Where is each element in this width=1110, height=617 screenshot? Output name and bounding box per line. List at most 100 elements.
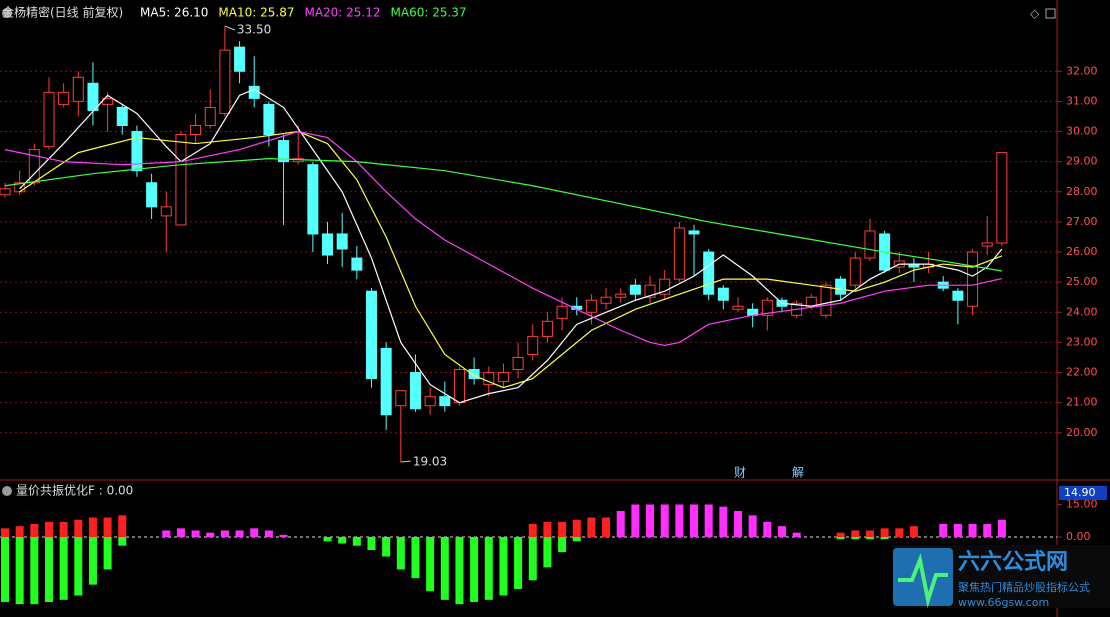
indicator-bar (528, 537, 537, 581)
indicator-bar (74, 519, 83, 537)
indicator-bar (792, 532, 801, 537)
indicator-bar (30, 524, 39, 537)
indicator-bar (59, 537, 68, 600)
indicator-bar (953, 524, 962, 537)
indicator-bar (455, 537, 464, 605)
annotation: 财 (734, 466, 746, 480)
indicator-bar (602, 517, 611, 537)
candle-body (351, 257, 363, 271)
candle-body (703, 251, 715, 295)
candle-body (366, 290, 377, 380)
indicator-bar (616, 511, 625, 537)
candle-body (673, 227, 685, 280)
candle-body (58, 91, 70, 105)
y-tick-label: 30.00 (1066, 125, 1098, 138)
candle-body (336, 233, 348, 250)
indicator-bar (103, 537, 112, 570)
indicator-bar (631, 504, 640, 537)
indicator-bar (88, 517, 97, 537)
menu-icon[interactable] (2, 8, 12, 18)
candle-body (453, 369, 465, 404)
indicator-bar (470, 537, 479, 602)
legend-entry: MA60: 25.37 (391, 6, 467, 20)
indicator-bar (660, 504, 669, 537)
indicator-bar (543, 537, 552, 568)
candle-body (527, 335, 539, 355)
candle-body (234, 46, 246, 72)
indicator-bar (836, 532, 845, 537)
y-tick-label: 0.00 (1066, 530, 1091, 543)
candle-body (483, 372, 495, 386)
y-tick-label: 21.00 (1066, 396, 1098, 409)
candle-body (43, 91, 55, 148)
candle-body (263, 103, 275, 136)
indicator-bar (382, 537, 391, 557)
window-button[interactable] (1045, 8, 1056, 19)
candle-body (72, 76, 84, 102)
candle-body (761, 299, 773, 316)
candle-body (0, 188, 11, 196)
diamond-icon[interactable]: ◇ (1030, 7, 1040, 21)
indicator-bar (367, 537, 376, 550)
indicator-bar (44, 537, 53, 602)
y-tick-label: 28.00 (1066, 185, 1098, 198)
y-tick-label: 20.00 (1066, 426, 1098, 439)
indicator-bar (88, 537, 97, 585)
candle-body (409, 372, 421, 410)
indicator-bar (279, 534, 288, 537)
annotation: 19.03 (413, 455, 447, 469)
indicator-bar (74, 537, 83, 596)
indicator-bar (323, 537, 332, 542)
annotation: 解 (792, 466, 804, 480)
indicator-bar (15, 537, 24, 605)
candle-body (248, 85, 260, 99)
menu-icon[interactable] (2, 486, 12, 496)
y-tick-label: 22.00 (1066, 366, 1098, 379)
indicator-bar (734, 511, 742, 537)
indicator-bar (484, 537, 493, 600)
indicator-bar (15, 526, 24, 537)
indicator-bar (426, 537, 435, 592)
candle-body (380, 347, 392, 416)
annotation-line (400, 460, 411, 463)
candle-body (190, 125, 202, 136)
indicator-bar (338, 537, 347, 544)
indicator-bar (851, 530, 860, 537)
candle-body (175, 134, 187, 226)
indicator-bar (411, 537, 420, 579)
indicator-bar (191, 530, 200, 537)
indicator-bar (1, 537, 9, 602)
logo: 六六公式网 聚焦热门精品炒股指标公式 www.66gsw.com (893, 545, 1110, 609)
indicator-bar (499, 537, 508, 596)
current-value-box (1059, 486, 1107, 500)
indicator-bar (528, 524, 537, 537)
candle-body (820, 284, 832, 316)
indicator-bar (968, 524, 977, 537)
indicator-bar (235, 530, 244, 537)
legend-entry: MA5: 26.10 (140, 6, 208, 20)
candle-body (849, 257, 861, 286)
indicator-bar (763, 521, 772, 537)
candle-body (424, 396, 436, 407)
indicator-bar (895, 528, 904, 537)
indicator-bar (30, 537, 39, 605)
indicator-bar (880, 528, 889, 537)
indicator-title: 量价共振优化F : 0.00 (16, 484, 133, 498)
candle-body (805, 296, 817, 307)
ma-line (19, 88, 1003, 404)
candle-body (996, 152, 1008, 244)
indicator-bar (118, 515, 127, 537)
candle-body (659, 278, 671, 295)
annotation-line (224, 25, 236, 31)
indicator-bar (777, 526, 786, 537)
candle-body (600, 296, 612, 304)
candle-body (556, 305, 568, 319)
indicator-bar (176, 528, 185, 537)
indicator-bar (59, 521, 68, 537)
y-tick-label: 24.00 (1066, 305, 1098, 318)
candle-body (116, 106, 128, 127)
candle-body (395, 390, 407, 407)
indicator-bar (250, 528, 259, 537)
y-tick-label: 32.00 (1066, 64, 1098, 77)
